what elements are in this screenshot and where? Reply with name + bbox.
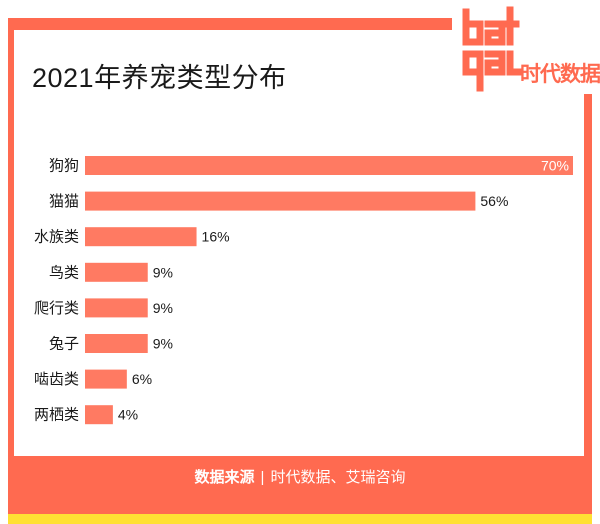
value-label: 9% <box>153 300 173 316</box>
category-label: 水族类 <box>34 228 79 246</box>
source-text: 时代数据、艾瑞咨询 <box>270 469 406 486</box>
value-label: 9% <box>153 336 173 352</box>
value-label: 4% <box>118 407 138 423</box>
category-label: 兔子 <box>49 335 79 353</box>
value-label: 56% <box>480 193 508 209</box>
category-label: 两栖类 <box>34 406 79 424</box>
value-label: 70% <box>541 158 569 174</box>
logo-background <box>452 0 592 94</box>
value-label: 9% <box>153 264 173 280</box>
source-separator: | <box>260 469 265 486</box>
bar <box>85 191 476 211</box>
value-label: 6% <box>132 371 152 387</box>
category-label: 鸟类 <box>49 263 79 281</box>
brand-logo: 时代数据 <box>452 0 600 94</box>
bar <box>85 227 197 247</box>
bar <box>85 334 148 353</box>
bottom-accent-strip <box>8 514 592 524</box>
category-label: 猫猫 <box>49 192 79 210</box>
category-label: 爬行类 <box>34 299 79 317</box>
bar <box>85 156 573 175</box>
bar <box>85 262 148 282</box>
source-footer: 数据来源 | 时代数据、艾瑞咨询 <box>8 466 592 487</box>
value-label: 16% <box>202 229 230 245</box>
category-label: 啮齿类 <box>34 370 79 388</box>
chart-title: 2021年养宠类型分布 <box>32 63 287 93</box>
source-lead-label: 数据来源 <box>194 469 255 486</box>
bar <box>85 405 113 425</box>
data-wordmark-icon <box>462 6 524 92</box>
bar <box>85 369 127 389</box>
category-label: 狗狗 <box>49 157 79 175</box>
logo-chinese-text: 时代数据 <box>520 63 600 86</box>
bar <box>85 298 148 318</box>
